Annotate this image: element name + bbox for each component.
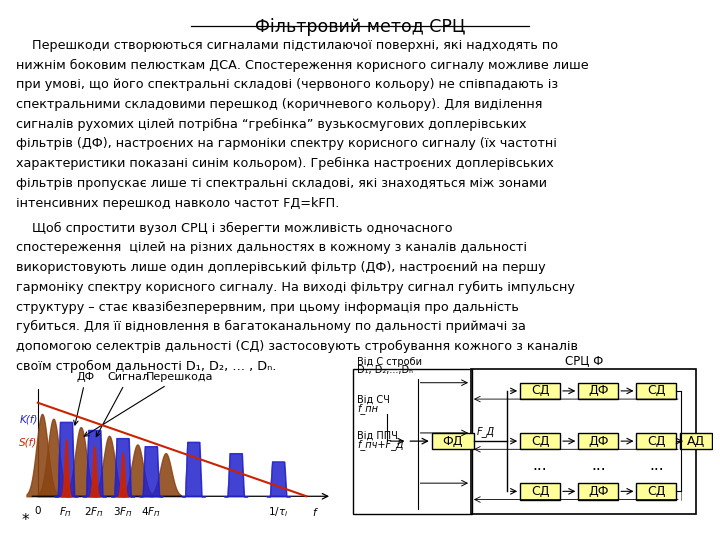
FancyBboxPatch shape	[578, 483, 618, 500]
Text: фільтрів пропускає лише ті спектральні складові, які знаходяться між зонами: фільтрів пропускає лише ті спектральні с…	[16, 177, 547, 190]
FancyBboxPatch shape	[432, 433, 474, 449]
Text: Фільтровий метод СРЦ: Фільтровий метод СРЦ	[255, 18, 465, 36]
Text: $1/\tau_i$: $1/\tau_i$	[268, 505, 289, 519]
Text: ...: ...	[649, 458, 664, 473]
Text: ДФ: ДФ	[588, 435, 608, 448]
Text: S(f): S(f)	[19, 437, 37, 447]
FancyBboxPatch shape	[520, 433, 560, 449]
Text: ДФ: ДФ	[73, 372, 95, 425]
Text: використовують лише один доплерівський фільтр (ДФ), настроєний на першу: використовують лише один доплерівський ф…	[16, 261, 546, 274]
Text: Щоб спростити вузол СРЦ і зберегти можливість одночасного: Щоб спростити вузол СРЦ і зберегти можли…	[16, 221, 452, 235]
Text: СД: СД	[647, 435, 666, 448]
Text: допомогою селектрів дальності (СД) застосовують стробування кожного з каналів: допомогою селектрів дальності (СД) засто…	[16, 340, 578, 353]
Text: 0: 0	[35, 505, 41, 516]
Text: гармоніку спектру корисного сигналу. На виході фільтру сигнал губить імпульсну: гармоніку спектру корисного сигналу. На …	[16, 281, 575, 294]
Text: сигналів рухомих цілей потрібна “гребінка” вузькосмугових доплерівських: сигналів рухомих цілей потрібна “гребінк…	[16, 118, 526, 131]
Text: *: *	[22, 513, 30, 528]
Text: спостереження  цілей на різних дальностях в кожному з каналів дальності: спостереження цілей на різних дальностях…	[16, 241, 527, 254]
Text: структуру – стає квазібезперервним, при цьому інформація про дальність: структуру – стає квазібезперервним, при …	[16, 300, 518, 314]
Text: СД: СД	[531, 384, 549, 397]
Text: ...: ...	[591, 458, 606, 473]
Text: ДФ: ДФ	[588, 485, 608, 498]
Text: спектральними складовими перешкод (коричневого кольору). Для виділення: спектральними складовими перешкод (корич…	[16, 98, 542, 111]
Text: F_Д: F_Д	[477, 427, 495, 437]
Text: при умові, що його спектральні складові (червоного кольору) не співпадають із: при умові, що його спектральні складові …	[16, 78, 558, 91]
Text: характеристики показані синім кольором). Гребінка настроєних доплерівських: характеристики показані синім кольором).…	[16, 157, 554, 170]
Text: f_пч+F_Д: f_пч+F_Д	[357, 439, 404, 450]
Text: Від СЧ: Від СЧ	[357, 395, 390, 405]
Text: Сигнал: Сигнал	[96, 372, 149, 437]
Text: K(f): K(f)	[19, 415, 37, 424]
Text: $2F_П$: $2F_П$	[84, 505, 104, 519]
Text: СД: СД	[531, 485, 549, 498]
Text: $f$: $f$	[312, 505, 318, 518]
FancyBboxPatch shape	[636, 433, 677, 449]
Text: СД: СД	[531, 435, 549, 448]
Text: $F_П$: $F_П$	[60, 505, 73, 519]
Text: Від ППЧ: Від ППЧ	[357, 431, 398, 441]
FancyBboxPatch shape	[636, 383, 677, 399]
Text: ФД: ФД	[443, 435, 463, 448]
Text: Перешкода: Перешкода	[84, 372, 213, 436]
Text: Перешкоди створюються сигналами підстилаючої поверхні, які надходять по: Перешкоди створюються сигналами підстила…	[16, 39, 558, 52]
FancyBboxPatch shape	[520, 383, 560, 399]
Text: своїм стробом дальності D₁, D₂, … , Dₙ.: своїм стробом дальності D₁, D₂, … , Dₙ.	[16, 360, 276, 373]
Text: нижнім боковим пелюсткам ДСА. Спостереження корисного сигналу можливе лише: нижнім боковим пелюсткам ДСА. Спостереже…	[16, 58, 588, 72]
Text: ДФ: ДФ	[588, 384, 608, 397]
Text: АД: АД	[688, 435, 706, 448]
Text: $4F_П$: $4F_П$	[141, 505, 161, 519]
Text: ...: ...	[533, 458, 547, 473]
FancyBboxPatch shape	[680, 433, 712, 449]
FancyBboxPatch shape	[578, 383, 618, 399]
Text: Від С строби: Від С строби	[357, 357, 422, 367]
Text: СД: СД	[647, 384, 666, 397]
FancyBboxPatch shape	[520, 483, 560, 500]
Text: $3F_П$: $3F_П$	[113, 505, 132, 519]
Text: губиться. Для її відновлення в багатоканальному по дальності приймачі за: губиться. Для її відновлення в багатокан…	[16, 320, 526, 333]
Text: інтенсивних перешкод навколо частот FД=kFП.: інтенсивних перешкод навколо частот FД=k…	[16, 197, 339, 210]
Text: СРЦ Ф: СРЦ Ф	[564, 354, 603, 367]
FancyBboxPatch shape	[636, 483, 677, 500]
Text: D₁, D₂,...,Dₙ: D₁, D₂,...,Dₙ	[357, 364, 413, 375]
Text: f_пн: f_пн	[357, 403, 378, 414]
Text: фільтрів (ДФ), настроєних на гармоніки спектру корисного сигналу (їх частотні: фільтрів (ДФ), настроєних на гармоніки с…	[16, 137, 557, 151]
FancyBboxPatch shape	[578, 433, 618, 449]
Text: СД: СД	[647, 485, 666, 498]
